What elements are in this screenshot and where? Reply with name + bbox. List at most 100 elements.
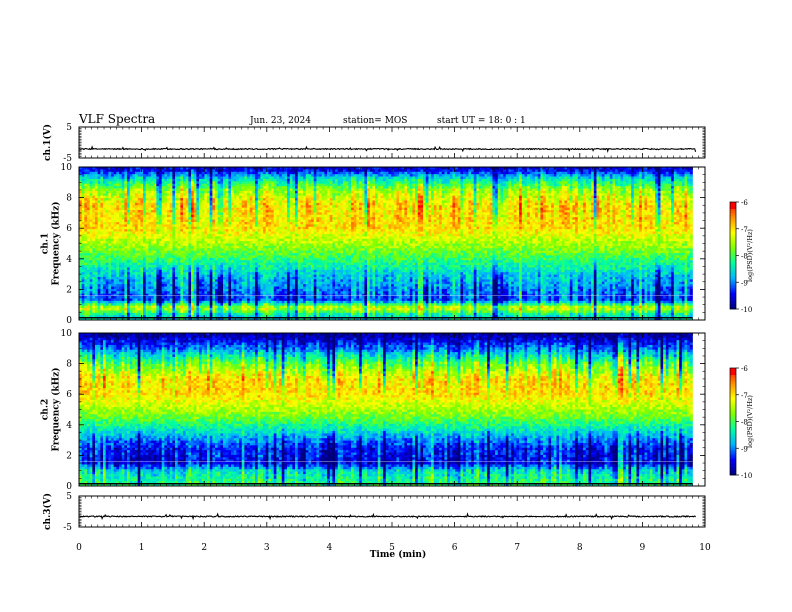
spectrogram-cell — [676, 183, 680, 187]
spectrogram-cell — [199, 205, 203, 208]
spectrogram-cell — [105, 174, 109, 177]
spectrogram-cell — [540, 202, 544, 206]
spectrogram-cell — [665, 212, 669, 216]
spectrogram-cell — [276, 188, 280, 192]
spectrogram-cell — [660, 205, 664, 208]
spectrogram-cell — [652, 212, 656, 216]
spectrogram-cell — [505, 183, 509, 187]
spectrogram-cell — [636, 198, 640, 201]
spectrogram-cell — [143, 176, 147, 180]
spectrogram-cell — [681, 207, 685, 211]
spectrogram-cell — [513, 186, 517, 189]
spectrogram-cell — [404, 200, 408, 204]
spectrogram-cell — [103, 200, 107, 204]
spectrogram-cell — [503, 176, 507, 180]
spectrogram-cell — [417, 200, 421, 204]
spectrogram-cell — [161, 176, 165, 180]
spectrogram-cell — [647, 210, 651, 213]
spectrogram-cell — [103, 193, 107, 197]
spectrogram-cell — [92, 202, 96, 206]
spectrogram-cell — [92, 207, 96, 211]
spectrogram-cell — [161, 193, 165, 197]
spectrogram-cell — [617, 186, 621, 189]
spectrogram-cell — [268, 212, 272, 216]
spectrogram-cell — [412, 181, 416, 185]
spectrogram-cell — [489, 205, 493, 208]
spectrogram-cell — [599, 198, 603, 201]
spectrogram-cell — [239, 193, 243, 197]
spectrogram-cell — [407, 181, 411, 185]
spectrogram-cell — [324, 183, 328, 187]
spectrogram-cell — [92, 188, 96, 192]
spectrogram-cell — [412, 190, 416, 194]
spectrogram-cell — [220, 181, 224, 185]
spectrogram-cell — [348, 212, 352, 216]
spectrogram-cell — [156, 188, 160, 192]
spectrogram-cell — [564, 207, 568, 211]
spectrogram-cell — [575, 178, 579, 182]
spectrogram-cell — [308, 188, 312, 192]
spectrogram-cell — [311, 195, 315, 199]
spectrogram-cell — [633, 188, 637, 192]
spectrogram-cell — [588, 186, 592, 189]
spectrogram-cell — [169, 186, 173, 189]
spectrogram-cell — [215, 202, 219, 206]
spectrogram-cell — [361, 188, 365, 192]
spectrogram-cell — [95, 188, 99, 192]
spectrogram-cell — [329, 207, 333, 211]
spectrogram-cell — [172, 176, 176, 180]
spectrogram-cell — [167, 171, 171, 175]
spectrogram-cell — [103, 198, 107, 201]
spectrogram-cell — [217, 186, 221, 189]
spectrogram-cell — [473, 207, 477, 211]
spectrogram-cell — [180, 210, 184, 213]
spectrogram-cell — [153, 169, 157, 173]
spectrogram-cell — [609, 181, 613, 185]
spectrogram-cell — [513, 190, 517, 194]
spectrogram-cell — [617, 212, 621, 216]
spectrogram-cell — [647, 183, 651, 187]
spectrogram-cell — [172, 202, 176, 206]
spectrogram-cell — [260, 167, 264, 170]
spectrogram-cell — [156, 207, 160, 211]
spectrogram-cell — [393, 207, 397, 211]
spectrogram-cell — [415, 205, 419, 208]
spectrogram-cell — [468, 176, 472, 180]
spectrogram-cell — [516, 190, 520, 194]
spectrogram-cell — [311, 205, 315, 208]
spectrogram-cell — [303, 214, 307, 218]
spectrogram-cell — [647, 195, 651, 199]
spectrogram-cell — [511, 178, 515, 182]
spectrogram-cell — [236, 174, 240, 177]
spectrogram-cell — [313, 176, 317, 180]
spectrogram-cell — [679, 200, 683, 204]
spectrogram-cell — [172, 207, 176, 211]
spectrogram-cell — [551, 193, 555, 197]
spectrogram-cell — [153, 181, 157, 185]
spectrogram-cell — [388, 210, 392, 213]
spectrogram-cell — [185, 186, 189, 189]
spectrogram-cell — [529, 181, 533, 185]
spectrogram-cell — [420, 214, 424, 218]
spectrogram-cell — [415, 171, 419, 175]
spectrogram-cell — [108, 181, 112, 185]
spectrogram-cell — [225, 167, 229, 170]
spectrogram-cell — [396, 167, 400, 170]
spectrogram-cell — [548, 205, 552, 208]
spectrogram-cell — [423, 202, 427, 206]
spectrogram-cell — [289, 176, 293, 180]
spectrogram-cell — [561, 190, 565, 194]
spectrogram-cell — [247, 198, 251, 201]
spectrogram-cell — [361, 200, 365, 204]
spectrogram-cell — [673, 190, 677, 194]
spectrogram-cell — [337, 186, 341, 189]
spectrogram-cell — [641, 181, 645, 185]
spectrogram-cell — [191, 205, 195, 208]
spectrogram-cell — [249, 171, 253, 175]
spectrogram-cell — [644, 169, 648, 173]
spectrogram-cell — [137, 171, 141, 175]
spectrogram-cell — [463, 188, 467, 192]
spectrogram-cell — [233, 169, 237, 173]
spectrogram-cell — [655, 178, 659, 182]
